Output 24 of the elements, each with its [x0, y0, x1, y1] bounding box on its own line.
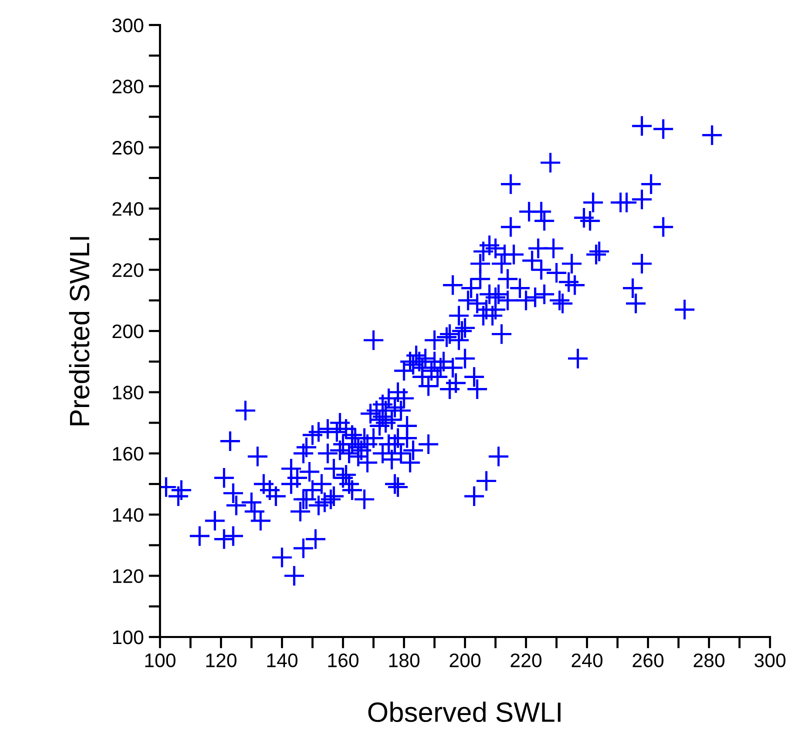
y-tick-label: 180	[113, 386, 144, 400]
x-axis-title: Observed SWLI	[368, 702, 560, 722]
y-tick-label: 140	[113, 508, 144, 522]
x-tick-label: 160	[328, 653, 358, 668]
y-tick-label: 220	[112, 263, 144, 278]
y-tick-label: 280	[112, 80, 144, 94]
x-tick-label: 140	[267, 653, 298, 668]
x-tick-label: 120	[206, 653, 236, 668]
x-tick-label: 220	[510, 653, 542, 668]
x-tick-label: 200	[450, 653, 480, 668]
y-tick-label: 160	[113, 446, 144, 461]
x-tick-label: 300	[754, 653, 786, 668]
y-axis-title: Predicted SWLI	[69, 237, 90, 426]
x-tick-label: 280	[694, 653, 724, 668]
x-tick-label: 240	[572, 653, 602, 668]
y-tick-label: 200	[112, 324, 144, 338]
y-tick-label: 300	[112, 18, 144, 32]
y-tick-label: 240	[112, 202, 144, 216]
y-tick-label: 260	[112, 140, 144, 155]
y-tick-label: 120	[113, 569, 144, 584]
x-tick-label: 260	[632, 653, 664, 668]
y-tick-label: 100	[113, 630, 144, 644]
x-tick-label: 180	[389, 653, 420, 668]
x-tick-label: 100	[145, 653, 176, 668]
